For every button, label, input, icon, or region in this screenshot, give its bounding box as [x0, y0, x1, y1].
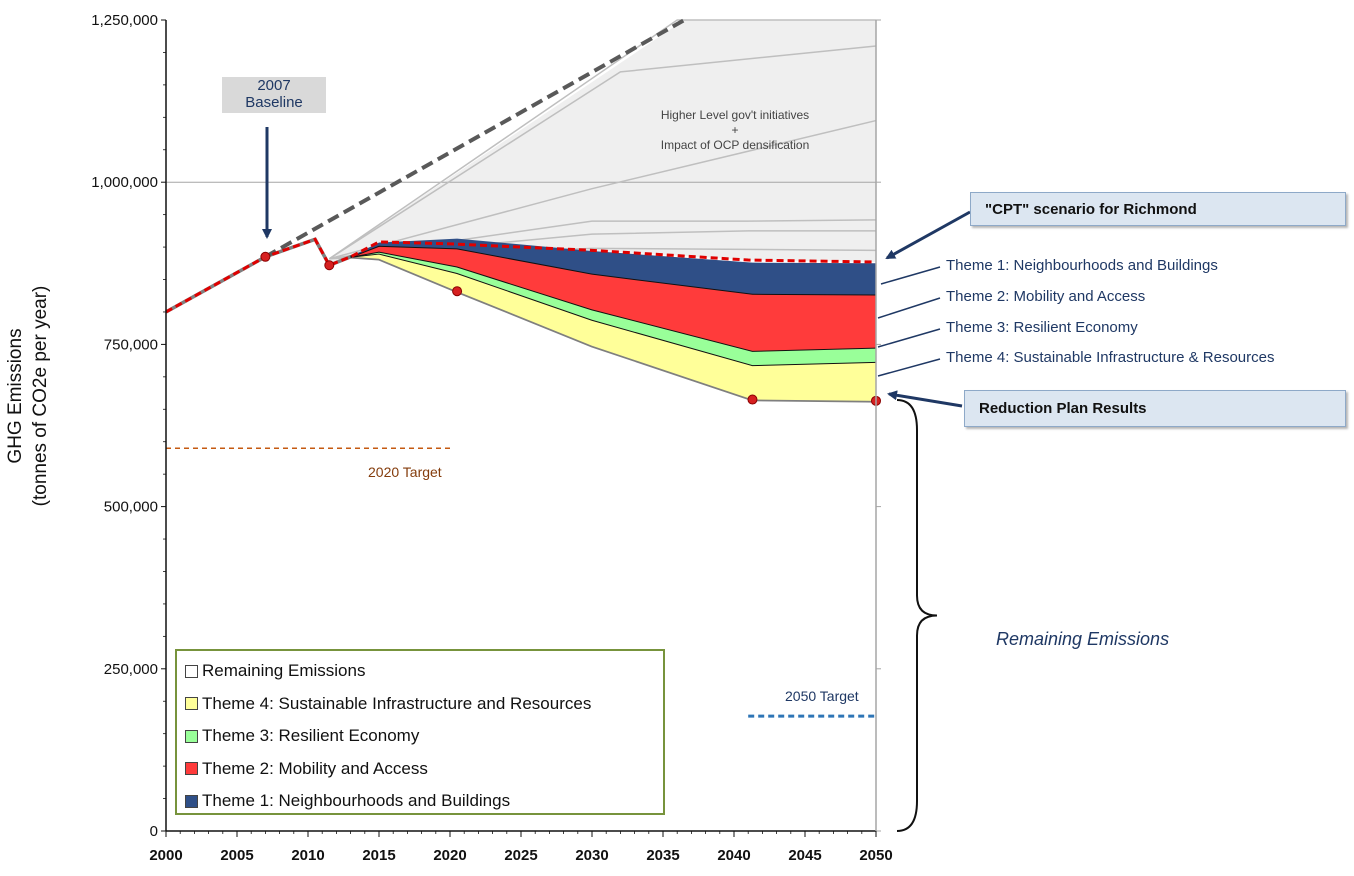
cpt-scenario-text: "CPT" scenario for Richmond: [985, 200, 1197, 218]
cpt-scenario-line: [165, 237, 877, 314]
gov-initiatives-label: Higher Level gov't initiatives + Impact …: [640, 108, 830, 153]
x-tick-label: 2000: [149, 847, 182, 864]
x-tick-label: 2010: [291, 847, 324, 864]
series-area: [350, 251, 877, 366]
cpt-scenario-box: "CPT" scenario for Richmond: [970, 192, 1346, 226]
baseline-year: 2007: [257, 77, 291, 94]
series-area: [350, 238, 877, 295]
gov-initiative-line: [328, 45, 877, 260]
x-tick-label: 2025: [504, 847, 537, 864]
data-marker: [452, 286, 463, 297]
x-tick-label: 2040: [717, 847, 750, 864]
legend-item: Theme 2: Mobility and Access: [185, 753, 663, 786]
series-area: [350, 245, 877, 351]
x-tick-label: 2030: [575, 847, 608, 864]
x-tick-label: 2005: [220, 847, 253, 864]
projection-region: [329, 20, 876, 266]
x-tick-label: 2015: [362, 847, 395, 864]
theme-leader-line: [877, 328, 941, 348]
y-tick-label: 0: [150, 823, 158, 840]
bau-trend-line: [264, 18, 686, 259]
y-tick-label: 250,000: [104, 661, 158, 678]
gov-initiative-line: [328, 19, 876, 260]
legend-item: Remaining Emissions: [185, 655, 663, 688]
gov-line-2: +: [731, 123, 739, 137]
gov-initiative-line: [329, 119, 877, 260]
theme-label: Theme 4: Sustainable Infrastructure & Re…: [946, 349, 1275, 366]
baseline-text: Baseline: [245, 94, 303, 111]
y-axis-sublabel: (tonnes of CO2e per year): [30, 286, 51, 507]
reduction-arrow: [887, 390, 963, 408]
legend-item: Theme 4: Sustainable Infrastructure and …: [185, 688, 663, 721]
y-tick-label: 500,000: [104, 499, 158, 516]
theme-label: Theme 1: Neighbourhoods and Buildings: [946, 257, 1218, 274]
series-boundary: [165, 237, 877, 403]
reduction-plan-text: Reduction Plan Results: [979, 400, 1147, 417]
legend-label: Theme 1: Neighbourhoods and Buildings: [202, 791, 511, 811]
legend-label: Theme 3: Resilient Economy: [202, 726, 420, 746]
legend-label: Theme 4: Sustainable Infrastructure and …: [202, 693, 592, 713]
x-tick-label: 2020: [433, 847, 466, 864]
data-marker: [747, 394, 758, 405]
legend-swatch: [185, 697, 198, 711]
y-tick-label: 1,000,000: [91, 174, 158, 191]
cpt-arrow: [885, 210, 971, 260]
gov-line-3: Impact of OCP densification: [660, 138, 810, 152]
y-axis-label: GHG Emissions: [5, 328, 26, 463]
legend-label: Theme 2: Mobility and Access: [202, 758, 428, 778]
y-tick-label: 750,000: [104, 336, 158, 353]
legend-swatch: [185, 762, 198, 776]
x-tick-label: 2050: [859, 847, 892, 864]
y-tick-label: 1,250,000: [91, 12, 158, 29]
target-2050-label: 2050 Target: [785, 688, 859, 704]
legend-item: Theme 1: Neighbourhoods and Buildings: [185, 785, 663, 818]
theme-label: Theme 2: Mobility and Access: [946, 288, 1145, 305]
x-tick-label: 2035: [646, 847, 679, 864]
legend-swatch: [185, 664, 198, 678]
legend-label: Remaining Emissions: [202, 661, 366, 681]
theme-label: Theme 3: Resilient Economy: [946, 319, 1138, 336]
legend-swatch: [185, 794, 198, 808]
remaining-emissions-brace: [896, 399, 938, 832]
reduction-plan-box: Reduction Plan Results: [964, 390, 1346, 427]
legend: Remaining Emissions Theme 4: Sustainable…: [175, 649, 665, 815]
x-tick-label: 2045: [788, 847, 821, 864]
series-area: [350, 253, 877, 401]
legend-swatch: [185, 729, 198, 743]
theme-leader-line: [880, 266, 941, 285]
remaining-emissions-label: Remaining Emissions: [996, 629, 1170, 649]
theme-leader-line: [877, 297, 941, 319]
legend-item: Theme 3: Resilient Economy: [185, 720, 663, 753]
baseline-label: 2007 Baseline: [222, 77, 326, 113]
data-marker: [324, 260, 335, 271]
gov-line-1: Higher Level gov't initiatives: [660, 108, 810, 122]
target-2020-label: 2020 Target: [368, 464, 442, 480]
theme-leader-line: [877, 358, 941, 377]
data-marker: [260, 251, 271, 262]
